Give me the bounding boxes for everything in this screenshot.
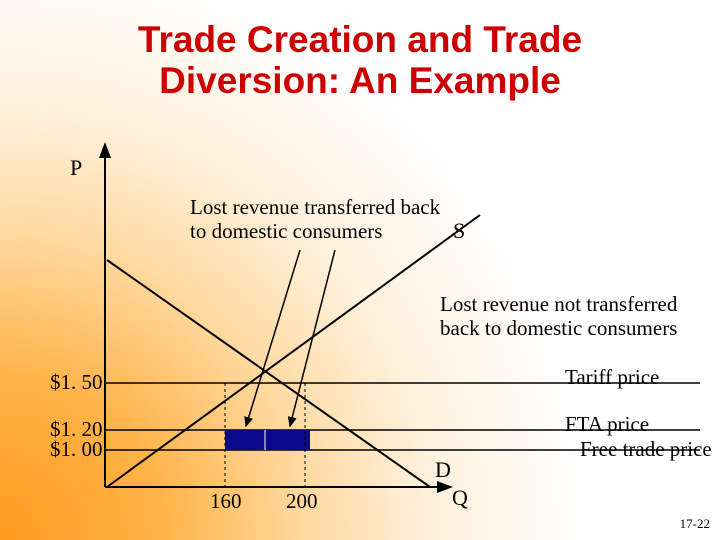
s-label: S (453, 218, 465, 244)
annot-lost-transferred: Lost revenue transferred back to domesti… (190, 195, 440, 243)
arrow-1 (246, 250, 300, 426)
free-trade-price-label: Free trade price (580, 437, 712, 462)
annot-lost-not-transferred-l1: Lost revenue not transferred (440, 292, 677, 316)
slide-number: 17-22 (680, 516, 710, 532)
qty-160: 160 (210, 489, 242, 514)
blue-rect-left (225, 430, 265, 450)
p-axis-label: P (70, 155, 82, 181)
price-150: $1. 50 (50, 370, 103, 395)
q-axis-label: Q (452, 485, 468, 511)
d-label: D (435, 457, 451, 483)
slide: Trade Creation and TradeDiversion: An Ex… (0, 0, 720, 540)
annot-lost-not-transferred: Lost revenue not transferred back to dom… (440, 292, 677, 340)
arrow-2 (290, 250, 335, 426)
annot-lost-transferred-l2: to domestic consumers (190, 219, 382, 243)
annot-lost-transferred-l1: Lost revenue transferred back (190, 195, 440, 219)
qty-200: 200 (286, 489, 318, 514)
fta-price-label: FTA price (565, 412, 649, 437)
annot-lost-not-transferred-l2: back to domestic consumers (440, 316, 677, 340)
tariff-price-label: Tariff price (565, 365, 659, 390)
blue-rect-right (265, 430, 310, 450)
price-100: $1. 00 (50, 437, 103, 462)
demand-curve (107, 260, 430, 487)
